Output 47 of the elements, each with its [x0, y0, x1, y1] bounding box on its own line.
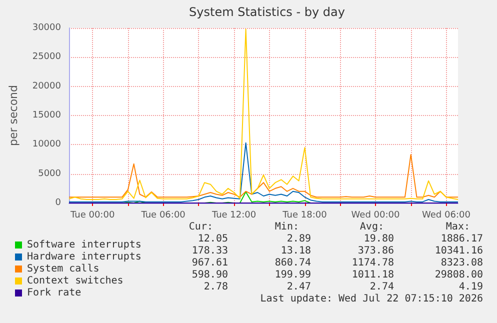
line-series [68, 28, 458, 200]
text: Cur: [188, 222, 213, 232]
text: 2.74 [370, 282, 394, 292]
text: Last update: Wed Jul 22 07:15:10 2026 [260, 294, 483, 304]
text: 10341.16 [434, 246, 483, 256]
text: 12.05 [198, 234, 228, 244]
text: 8323.08 [440, 258, 483, 268]
text: 2.78 [204, 282, 228, 292]
y-tick-label: 20000 [32, 81, 62, 92]
y-axis-title: per second [7, 85, 20, 146]
y-tick-label: 15000 [32, 110, 62, 120]
text: 2.47 [286, 282, 311, 292]
x-tick-label: Tue 06:00 [140, 210, 186, 220]
x-tick-label: Wed 00:00 [351, 210, 400, 220]
line-series [68, 154, 458, 198]
legend-label: System calls [27, 264, 100, 274]
text: 373.86 [358, 246, 394, 256]
text: 4.19 [458, 282, 483, 292]
legend-label: Fork rate [27, 288, 82, 298]
text: 967.61 [192, 258, 228, 268]
text: 2.89 [286, 234, 311, 244]
text: 598.90 [192, 270, 228, 280]
y-tick-label: 30000 [32, 23, 62, 33]
text: 1174.78 [352, 258, 394, 268]
text: Max: [446, 222, 470, 232]
text: 199.99 [274, 270, 311, 280]
text: Min: [274, 222, 299, 232]
y-tick-label: 10000 [32, 140, 62, 150]
text: 1011.18 [352, 270, 394, 280]
x-tick-label: Tue 00:00 [69, 210, 115, 220]
x-tick-label: Wed 06:00 [422, 210, 471, 220]
text: 1886.17 [440, 234, 483, 244]
y-tick-label: 5000 [38, 168, 62, 179]
legend-label: Software interrupts [27, 240, 142, 250]
text: 13.18 [280, 246, 311, 256]
chart-title: System Statistics - by day [189, 5, 345, 19]
text: 860.74 [274, 258, 311, 268]
x-tick-label: Tue 18:00 [282, 210, 328, 220]
legend-label: Context switches [27, 276, 124, 286]
y-tick-label: 0 [55, 198, 62, 208]
text: Avg: [360, 222, 384, 232]
text: 19.80 [364, 234, 394, 244]
y-tick-label: 25000 [32, 52, 62, 62]
x-tick-label: Tue 12:00 [210, 210, 256, 220]
legend-label: Hardware interrupts [27, 252, 142, 262]
text: 178.33 [192, 246, 228, 256]
text: 29808.00 [434, 270, 483, 280]
